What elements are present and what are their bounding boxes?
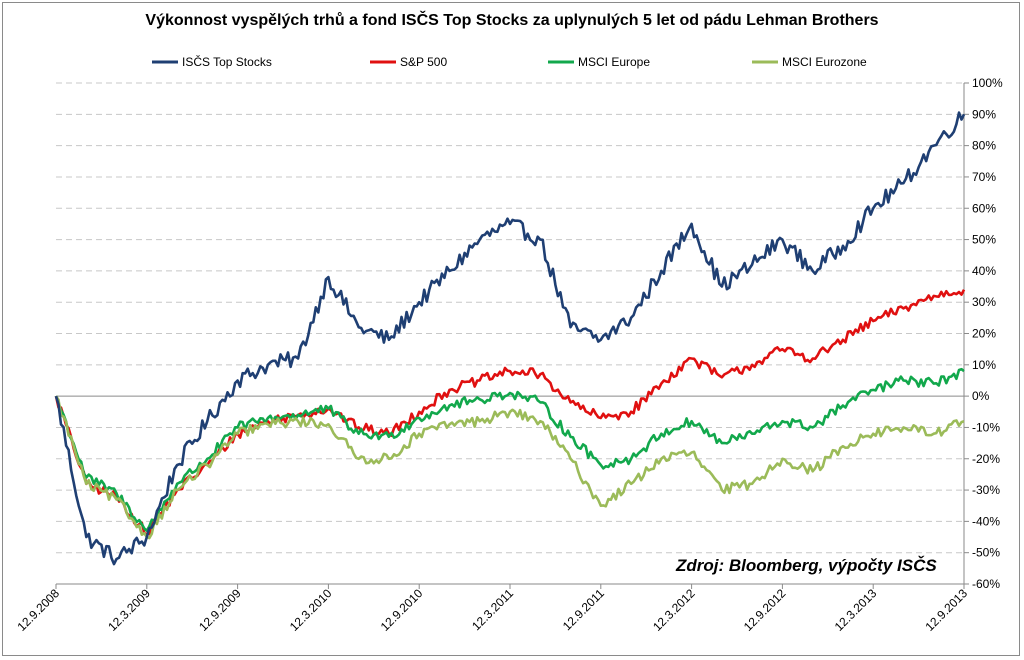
gridlines — [56, 82, 964, 554]
x-tick-label: 12.9.2012 — [741, 586, 789, 634]
x-tick-label: 12.3.2012 — [650, 586, 698, 634]
source-note: Zdroj: Bloomberg, výpočty ISČS — [676, 556, 937, 575]
x-tick-label: 12.9.2010 — [378, 586, 426, 634]
y-tick-label: 100% — [972, 76, 1003, 90]
y-tick-label: -40% — [972, 514, 1000, 528]
legend-label: MSCI Eurozone — [782, 55, 867, 69]
x-tick-label: 12.3.2010 — [287, 586, 335, 634]
y-tick-label: 90% — [972, 107, 996, 121]
legend: ISČS Top Stocks S&P 500 MSCI Europe MSCI Eu… — [152, 54, 867, 69]
y-tick-label: 20% — [972, 327, 996, 341]
y-axis-ticks: 100% 90% 80% 70% 60% 50% 40% 30% 20% 10% 0% -10% -20… — [972, 76, 1003, 591]
y-tick-label: -10% — [972, 420, 1000, 434]
y-tick-label: 50% — [972, 233, 996, 247]
x-tick-label: 12.3.2013 — [832, 586, 880, 634]
x-tick-label: 12.3.2009 — [105, 586, 153, 634]
series-line-3 — [54, 395, 965, 540]
y-tick-label: 40% — [972, 264, 996, 278]
x-tick-label: 12.9.2013 — [922, 586, 970, 634]
series-line-2 — [54, 367, 965, 533]
x-tick-label: 12.9.2009 — [196, 586, 244, 634]
y-tick-label: 30% — [972, 295, 996, 309]
series-lines — [54, 111, 966, 566]
chart-title: Výkonnost vyspělých trhů a fond ISČS Top… — [145, 12, 879, 29]
x-tick-label: 12.3.2011 — [469, 586, 516, 633]
legend-label: ISČS Top Stocks — [182, 54, 272, 69]
y-tick-label: 60% — [972, 201, 996, 215]
y-tick-label: -50% — [972, 546, 1000, 560]
y-tick-label: 0% — [972, 389, 990, 403]
y-tick-label: 80% — [972, 139, 996, 153]
y-tick-label: 70% — [972, 170, 996, 184]
y-tick-label: -20% — [972, 452, 1000, 466]
legend-label: S&P 500 — [400, 55, 447, 69]
axes — [55, 82, 969, 589]
x-tick-label: 12.9.2008 — [14, 586, 62, 634]
y-tick-label: -60% — [972, 577, 1000, 591]
y-tick-label: -30% — [972, 483, 1000, 497]
x-tick-label: 12.9.2011 — [560, 586, 607, 633]
series-line-0 — [54, 111, 966, 566]
x-axis-ticks: 12.9.2008 12.3.2009 12.9.2009 12.3.2010 12.9… — [14, 586, 970, 634]
legend-label: MSCI Europe — [578, 55, 650, 69]
y-tick-label: 10% — [972, 358, 996, 372]
